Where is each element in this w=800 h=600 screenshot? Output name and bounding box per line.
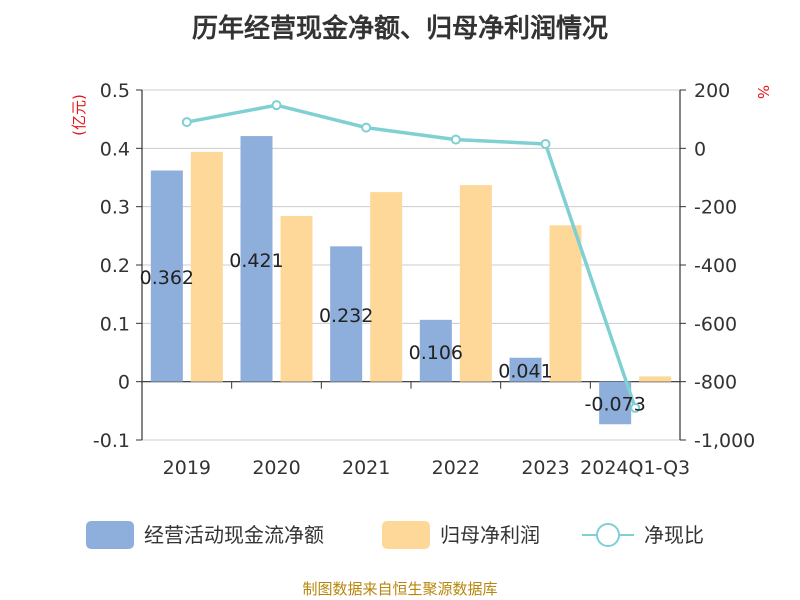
bar-profit (639, 376, 672, 382)
right-tick-label: -800 (694, 372, 737, 394)
legend-label: 归母净利润 (440, 523, 540, 547)
right-tick-label: 0 (694, 138, 706, 160)
bar-profit (370, 192, 403, 382)
ratio-line (181, 100, 641, 413)
category-label: 2021 (342, 457, 390, 479)
category-label: 2023 (521, 457, 569, 479)
left-tick-label: 0 (118, 372, 130, 394)
ratio-line-point (361, 122, 372, 133)
bar-data-label: 0.421 (229, 250, 283, 272)
right-tick-label: -600 (694, 313, 737, 335)
left-tick-label: 0.3 (100, 197, 130, 219)
bar-cashflow (419, 319, 452, 382)
legend-line-marker (596, 523, 620, 547)
bar-data-label: 0.232 (319, 305, 373, 327)
bar-cashflow (509, 357, 542, 382)
legend-label: 经营活动现金流净额 (144, 523, 324, 547)
bar-cashflow (240, 136, 273, 382)
bars (150, 136, 672, 425)
bar-profit (459, 185, 492, 382)
right-tick-label: -200 (694, 197, 737, 219)
legend-swatch (86, 521, 134, 549)
bar-cashflow (599, 381, 632, 425)
category-label: 2020 (252, 457, 300, 479)
legend-label: 净现比 (644, 523, 704, 547)
legend-swatch (382, 521, 430, 549)
ratio-line-point (450, 134, 461, 145)
left-tick-label: 0.1 (100, 313, 130, 335)
ratio-line-point (630, 402, 641, 413)
ratio-line-point (181, 117, 192, 128)
right-axis-unit: % (754, 85, 772, 99)
category-label: 2022 (432, 457, 480, 479)
bar-data-label: 0.041 (498, 361, 552, 383)
data-labels: 0.362 0.421 0.232 0.106 0.041 -0.073 (140, 250, 646, 415)
ratio-line-point (540, 138, 551, 149)
bar-profit (549, 225, 582, 382)
bar-cashflow (330, 246, 363, 382)
bar-data-label: 0.106 (409, 342, 463, 364)
category-label: 2024Q1-Q3 (580, 457, 690, 479)
right-tick-label: -400 (694, 255, 737, 277)
bar-profit (190, 151, 223, 382)
bar-data-label: -0.073 (585, 393, 646, 415)
left-tick-label: -0.1 (93, 430, 130, 452)
left-axis-unit: (亿元) (70, 94, 88, 136)
legend: 经营活动现金流净额 归母净利润 净现比 (86, 521, 704, 549)
axes: 0.5 0.4 0.3 0.2 0.1 0 -0.1 200 0 -200 -400 -600 -800… (93, 80, 755, 479)
bar-cashflow (150, 170, 183, 382)
ratio-line-path (186, 103, 637, 409)
left-tick-label: 0.4 (100, 138, 130, 160)
chart-title: 历年经营现金净额、归母净利润情况 (191, 14, 608, 44)
bar-data-label: 0.362 (140, 267, 194, 289)
source-note: 制图数据来自恒生聚源数据库 (302, 580, 498, 598)
left-tick-label: 0.5 (100, 80, 130, 102)
left-tick-label: 0.2 (100, 255, 130, 277)
right-tick-label: -1,000 (694, 430, 755, 452)
right-tick-label: 200 (694, 80, 730, 102)
ratio-line-point (271, 100, 282, 111)
category-label: 2019 (163, 457, 211, 479)
bar-profit (280, 216, 313, 382)
